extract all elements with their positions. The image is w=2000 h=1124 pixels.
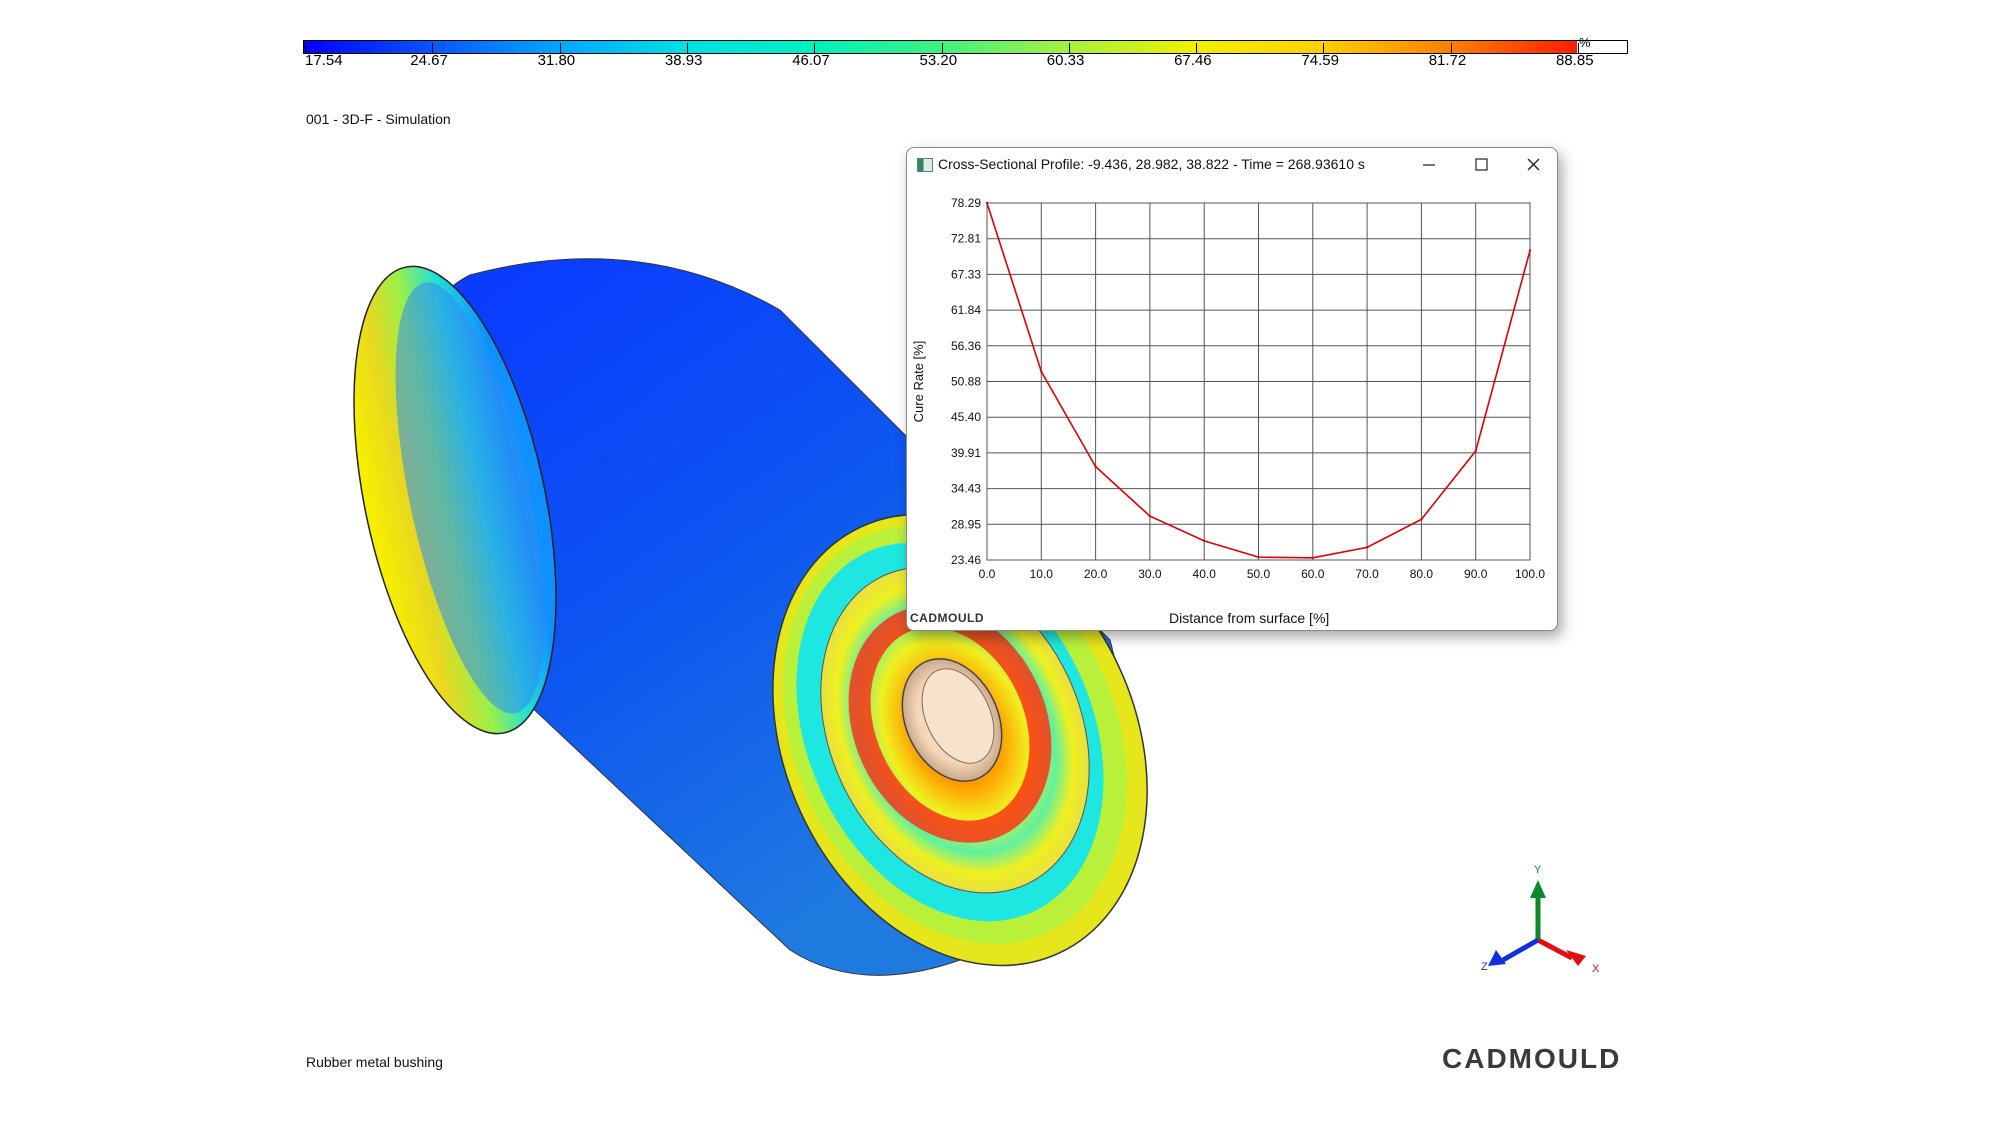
colorbar-tick-mark [1450,43,1452,53]
colorbar-unit: % [1579,35,1591,50]
x-tick-label: 80.0 [1410,567,1434,581]
colorbar-tick-mark [559,43,561,53]
x-tick-label: 50.0 [1247,567,1271,581]
x-tick-label: 40.0 [1193,567,1217,581]
y-tick-label: 28.95 [951,517,981,531]
colorbar-tick-label: 74.59 [1301,52,1339,69]
cure-rate-point [1257,555,1260,559]
chart-x-axis-title: Distance from surface [%] [1169,610,1330,626]
colorbar-tick-label: 31.80 [537,52,576,69]
cure-rate-point [1311,556,1314,559]
y-tick-label: 39.91 [951,446,981,460]
y-tick-label: 67.33 [951,267,981,281]
window-cadmould-logo: CADMOULD [910,611,984,625]
orientation-triad [1488,880,1586,966]
x-tick-label: 100.0 [1515,567,1545,581]
cure-rate-point [1528,249,1532,252]
x-tick-label: 90.0 [1464,567,1488,581]
colorbar-tick-label: 67.46 [1174,52,1212,69]
colorbar-tick-mark [432,43,434,53]
cadmould-logo: CADMOULD [1442,1043,1622,1074]
maximize-button[interactable] [1459,152,1503,178]
triad-z-label: Z [1481,961,1488,973]
x-tick-label: 70.0 [1355,567,1379,581]
maximize-icon [1475,158,1488,171]
y-tick-label: 23.46 [951,553,981,567]
cure-rate-point [1148,514,1152,518]
colorbar-tick-mark [941,43,943,53]
bushing-model [353,258,1148,976]
colorbar-tick-label: 88.85 [1556,52,1594,69]
x-tick-label: 20.0 [1084,567,1108,581]
colorbar-tick-label: 46.07 [792,52,830,69]
cure-rate-profile-chart: 0.0 10.0 20.0 30.0 40.0 50.0 60.0 70.0 80.0 90.0 1… [911,196,1545,581]
cross-sectional-profile-window[interactable]: Cross-Sectional Profile: -9.436, 28.982,… [906,147,1558,631]
colorbar-tick-mark [305,43,306,53]
chart-y-axis-title: Cure Rate [%] [911,341,926,423]
close-button[interactable] [1511,152,1555,178]
y-tick-label: 61.84 [951,303,981,317]
triad-y-label: Y [1534,864,1542,876]
colorbar-tick-label: 38.93 [664,52,703,69]
app-icon [917,158,933,172]
colorbar-tick-label: 17.54 [305,52,343,69]
cure-rate-point [1203,539,1206,543]
cure-rate-point [985,201,989,205]
x-tick-label: 0.0 [979,567,996,581]
window-titlebar[interactable]: Cross-Sectional Profile: -9.436, 28.982,… [907,148,1557,182]
cure-rate-point [1474,449,1477,453]
colorbar-tick-mark [1068,43,1070,53]
triad-x-label: X [1592,963,1600,975]
cure-rate-point [1420,518,1423,521]
colorbar-tick-label: 24.67 [410,52,448,69]
colorbar-unit-box [1577,40,1628,54]
y-tick-label: 78.29 [951,196,981,210]
y-tick-label: 34.43 [951,482,981,496]
close-icon [1527,158,1540,171]
y-tick-label: 56.36 [951,339,981,353]
minimize-icon [1423,164,1435,166]
colorbar-tick-mark [686,43,688,53]
x-tick-label: 30.0 [1138,567,1162,581]
y-tick-label: 50.88 [951,375,981,389]
model-caption: Rubber metal bushing [306,1054,443,1070]
colorbar-tick-label: 81.72 [1428,52,1467,69]
project-label: 001 - 3D-F - Simulation [306,111,451,127]
x-tick-label: 10.0 [1030,567,1054,581]
y-tick-label: 45.40 [951,410,981,424]
y-tick-label: 72.81 [951,232,981,246]
cure-rate-point [1094,465,1097,468]
colorbar-tick-mark [1196,43,1198,53]
colorbar-tick-label: 60.33 [1046,52,1085,69]
minimize-button[interactable] [1407,152,1451,178]
cure-rate-point [1365,546,1369,549]
colorbar-tick-mark [814,43,816,53]
x-tick-label: 60.0 [1301,567,1325,581]
colorbar-tick-mark [1323,43,1325,53]
colorbar-tick-mark [1578,43,1579,53]
colorbar-tick-label: 53.20 [919,52,958,69]
cure-rate-point [1040,370,1043,373]
window-title: Cross-Sectional Profile: -9.436, 28.982,… [938,156,1365,172]
